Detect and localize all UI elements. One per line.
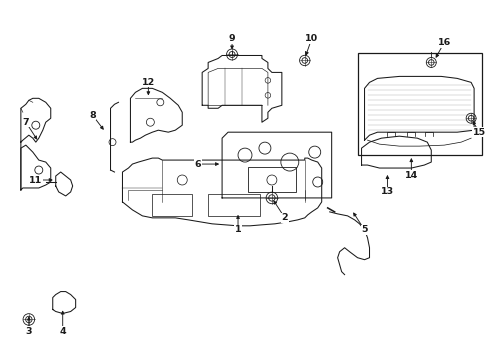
Text: 13: 13: [380, 188, 393, 197]
Text: 15: 15: [471, 128, 485, 137]
Text: 3: 3: [25, 327, 32, 336]
Text: 16: 16: [437, 38, 450, 47]
Text: 6: 6: [195, 159, 201, 168]
Text: 1: 1: [234, 225, 241, 234]
Text: 10: 10: [305, 34, 318, 43]
Text: 7: 7: [22, 118, 29, 127]
Text: 14: 14: [404, 171, 417, 180]
Text: 2: 2: [281, 213, 287, 222]
Text: 8: 8: [89, 111, 96, 120]
Text: 11: 11: [29, 176, 42, 185]
Bar: [152, 194, 192, 216]
Text: 9: 9: [228, 34, 235, 43]
Bar: [208, 194, 260, 216]
Text: 12: 12: [142, 78, 155, 87]
Text: 4: 4: [59, 327, 66, 336]
Bar: [357, 54, 481, 155]
Text: 5: 5: [361, 225, 367, 234]
Bar: [247, 167, 295, 192]
